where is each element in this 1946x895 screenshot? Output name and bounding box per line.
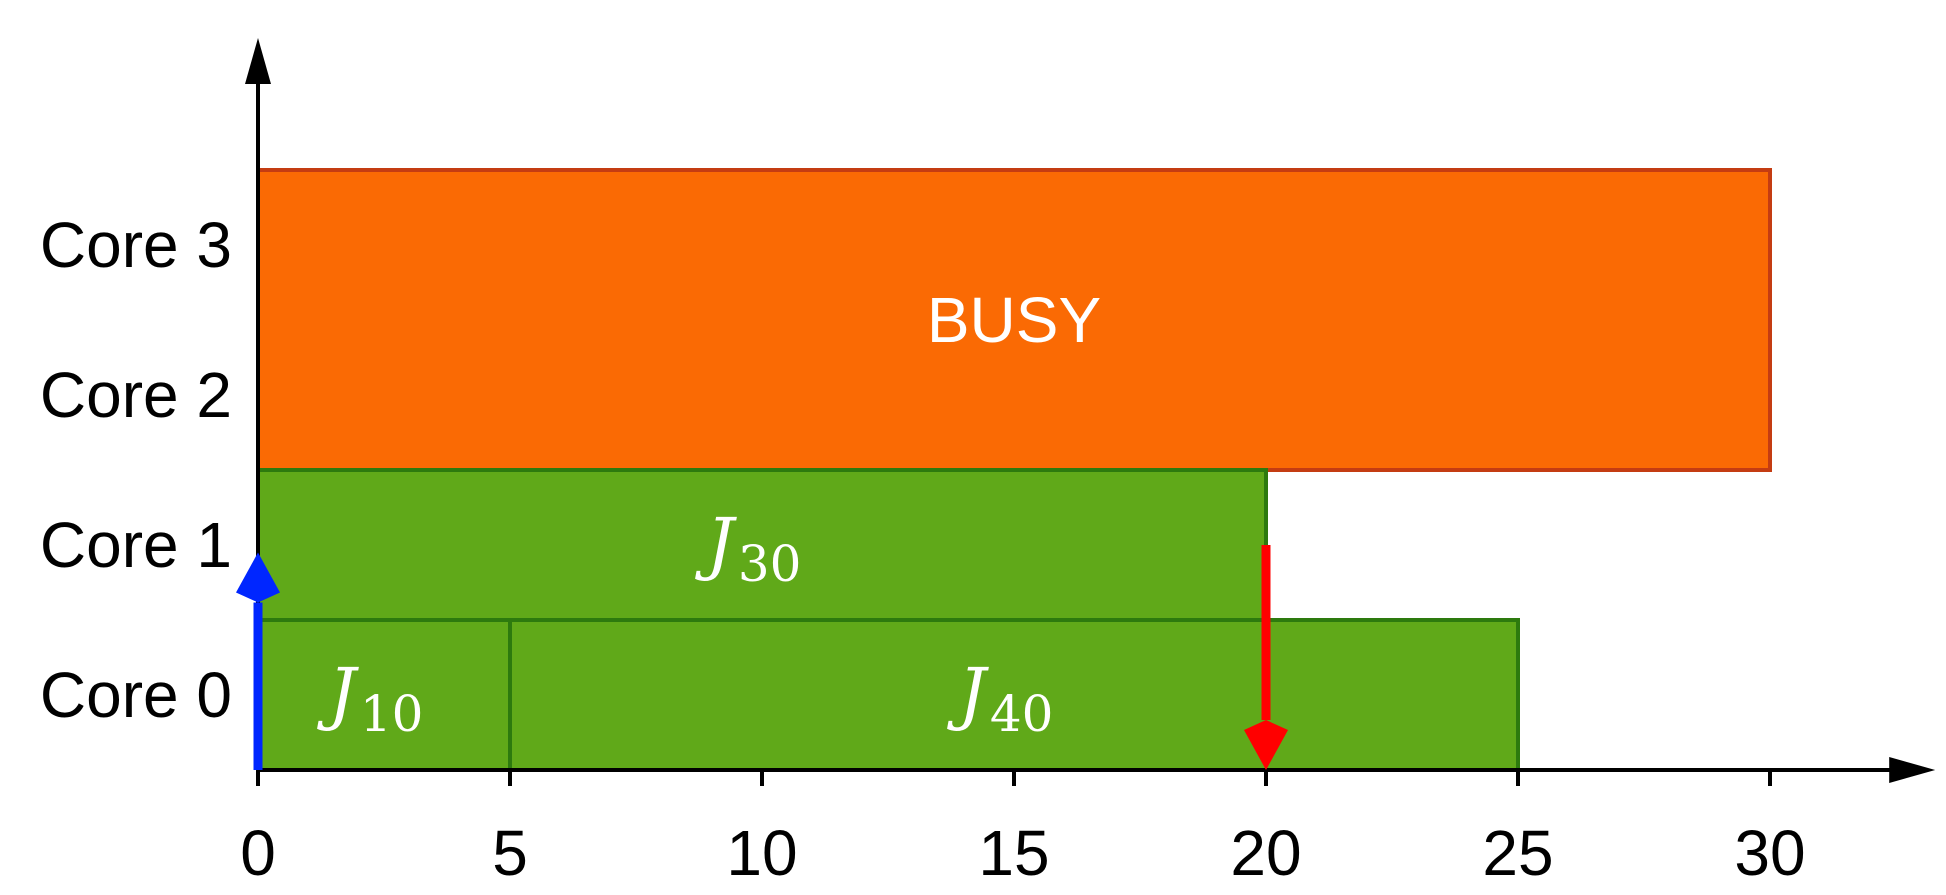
job-subscript: 40 xyxy=(990,685,1054,743)
event-arrow-down-head xyxy=(1244,720,1288,770)
bar-j30 xyxy=(256,468,1268,622)
core-label-3: Core 3 xyxy=(40,209,232,281)
x-tick-label-0: 0 xyxy=(240,817,276,889)
x-tick-label-15: 15 xyxy=(978,817,1049,889)
bar-label-j10: J10 xyxy=(317,655,424,743)
x-tick-label-30: 30 xyxy=(1734,817,1805,889)
x-tick-label-20: 20 xyxy=(1230,817,1301,889)
job-subscript: 30 xyxy=(738,535,802,593)
core-label-2: Core 2 xyxy=(40,359,232,431)
x-tick-label-25: 25 xyxy=(1482,817,1553,889)
x-tick-label-10: 10 xyxy=(726,817,797,889)
bar-busy xyxy=(256,168,1772,472)
bar-j40 xyxy=(508,618,1520,772)
job-subscript: 10 xyxy=(360,685,424,743)
core-label-0: Core 0 xyxy=(40,659,232,731)
y-axis-arrowhead xyxy=(245,38,271,84)
x-axis-arrowhead xyxy=(1889,757,1936,783)
core-label-1: Core 1 xyxy=(40,509,232,581)
event-arrow-up-head xyxy=(236,552,280,603)
bar-label-busy: BUSY xyxy=(927,284,1101,356)
x-tick-label-5: 5 xyxy=(492,817,528,889)
